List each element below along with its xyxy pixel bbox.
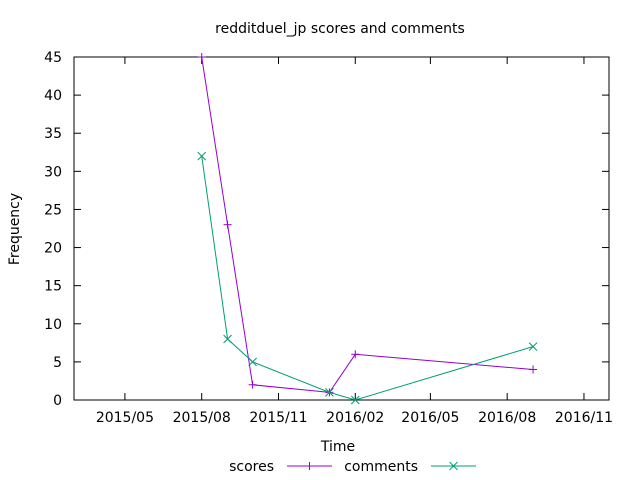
y-tick-label: 5 xyxy=(53,355,62,371)
x-tick-label: 2015/05 xyxy=(96,410,154,426)
marker-stroke xyxy=(350,395,360,405)
x-tick-label: 2016/05 xyxy=(401,410,459,426)
y-tick-label: 0 xyxy=(53,393,62,409)
data-point-comments xyxy=(325,388,334,397)
data-point-scores xyxy=(223,220,232,229)
y-tick-label: 45 xyxy=(44,50,62,66)
data-point-scores xyxy=(529,365,538,374)
series-line-comments xyxy=(201,156,534,401)
chart-title: redditduel_jp scores and comments xyxy=(215,21,465,37)
series-line-scores xyxy=(201,56,534,393)
x-tick-label: 2016/08 xyxy=(478,410,536,426)
legend-item-scores: scores xyxy=(229,459,332,475)
y-axis-ticks: 0 5 10 15 20 25 30 35 40 45 xyxy=(44,50,609,409)
marker-stroke xyxy=(449,461,458,471)
y-tick-label: 10 xyxy=(44,317,62,333)
y-tick-label: 40 xyxy=(44,88,62,104)
legend-label-scores: scores xyxy=(229,459,274,475)
y-tick-label: 30 xyxy=(44,164,62,180)
y-tick-label: 15 xyxy=(44,279,62,295)
legend-label-comments: comments xyxy=(344,459,418,475)
data-point-comments xyxy=(223,334,232,344)
data-point-comments xyxy=(248,357,257,367)
marker-stroke xyxy=(223,334,232,344)
data-point-scores xyxy=(197,53,206,61)
series-comments xyxy=(197,151,538,405)
legend: scores comments xyxy=(229,459,476,475)
plot-frame xyxy=(73,56,610,401)
legend-marker-scores xyxy=(305,462,314,470)
y-tick-label: 35 xyxy=(44,126,62,142)
y-tick-label: 20 xyxy=(44,241,62,257)
y-axis-label: Frequency xyxy=(7,193,23,265)
marker-stroke xyxy=(248,357,257,367)
data-point-comments xyxy=(528,342,538,351)
legend-marker-comments xyxy=(449,461,458,471)
legend-item-comments: comments xyxy=(344,459,476,475)
marker-stroke xyxy=(197,151,207,161)
x-tick-label: 2016/11 xyxy=(555,410,613,426)
x-axis-ticks: 2015/05 2015/08 2015/11 2016/02 2016/05 2016/… xyxy=(96,57,613,426)
marker-stroke xyxy=(325,388,334,397)
data-point-comments xyxy=(350,395,360,405)
x-tick-label: 2015/11 xyxy=(249,410,307,426)
x-tick-label: 2015/08 xyxy=(173,410,231,426)
x-tick-label: 2016/02 xyxy=(326,410,384,426)
data-point-comments xyxy=(197,151,207,161)
x-axis-label: Time xyxy=(320,439,355,455)
series-scores xyxy=(197,53,538,397)
series-layer xyxy=(197,53,538,405)
data-point-scores xyxy=(248,380,257,389)
marker-stroke xyxy=(528,342,538,351)
y-tick-label: 25 xyxy=(44,202,62,218)
data-point-scores xyxy=(351,350,360,359)
